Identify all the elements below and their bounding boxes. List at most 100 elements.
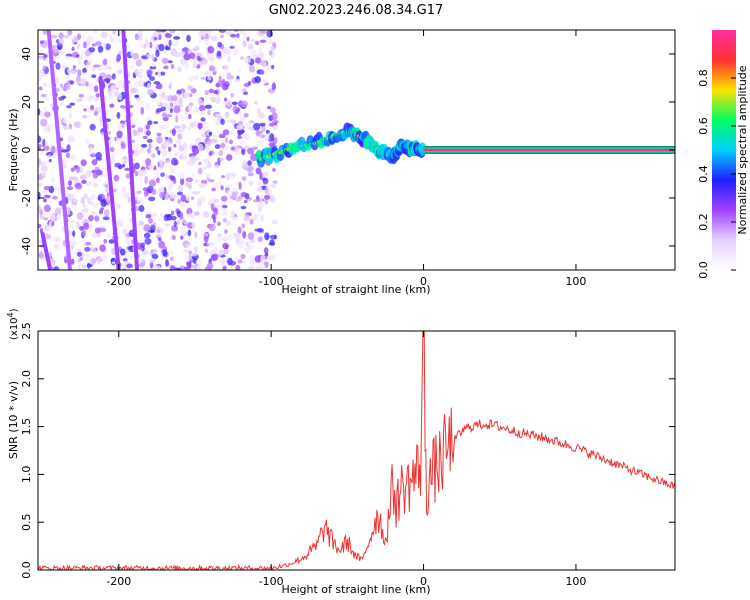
noise-blob bbox=[48, 158, 52, 163]
noise-blob bbox=[45, 94, 49, 98]
noise-blob bbox=[269, 239, 275, 246]
noise-blob bbox=[260, 255, 266, 263]
noise-blob bbox=[250, 38, 256, 43]
noise-blob bbox=[184, 62, 190, 67]
noise-blob bbox=[222, 46, 229, 54]
noise-blob bbox=[247, 43, 254, 50]
noise-blob bbox=[226, 220, 232, 227]
noise-blob bbox=[143, 190, 149, 197]
noise-blob bbox=[130, 65, 135, 71]
snr-y-scale-base: (x10 bbox=[9, 317, 20, 340]
noise-blob bbox=[157, 71, 161, 78]
noise-blob bbox=[190, 252, 198, 257]
colorbar-tick-label: 0.6 bbox=[697, 117, 710, 135]
noise-blob bbox=[126, 263, 134, 269]
noise-blob bbox=[260, 69, 265, 75]
noise-blob bbox=[224, 97, 228, 102]
noise-blob bbox=[226, 48, 231, 55]
noise-blob bbox=[215, 113, 222, 118]
noise-blob bbox=[145, 214, 152, 219]
noise-blob bbox=[161, 112, 167, 118]
noise-blob bbox=[101, 194, 106, 200]
noise-blob bbox=[180, 194, 187, 202]
noise-blob bbox=[94, 215, 100, 222]
noise-blob bbox=[188, 102, 194, 107]
snr-y-scale-close: ) bbox=[9, 308, 20, 312]
noise-blob bbox=[121, 155, 129, 162]
noise-blob bbox=[144, 175, 149, 184]
noise-blob bbox=[225, 184, 232, 189]
noise-blob bbox=[247, 160, 252, 166]
noise-blob bbox=[225, 245, 229, 250]
noise-blob bbox=[95, 157, 103, 161]
noise-blob bbox=[197, 122, 203, 130]
noise-blob bbox=[198, 161, 202, 166]
noise-blob bbox=[185, 195, 190, 202]
noise-blob bbox=[155, 169, 160, 178]
noise-blob bbox=[76, 251, 82, 257]
noise-blob bbox=[72, 69, 77, 75]
noise-blob bbox=[159, 159, 163, 163]
noise-blob bbox=[67, 193, 75, 201]
noise-blob bbox=[219, 176, 223, 182]
noise-blob bbox=[179, 212, 184, 220]
noise-blob bbox=[259, 172, 263, 181]
noise-blob bbox=[209, 150, 215, 155]
noise-blob bbox=[203, 234, 209, 243]
noise-blob bbox=[62, 117, 68, 124]
noise-blob bbox=[119, 248, 126, 256]
noise-blob bbox=[139, 43, 145, 48]
noise-blob bbox=[93, 111, 98, 117]
noise-blob bbox=[164, 33, 172, 39]
noise-blob bbox=[140, 143, 148, 148]
noise-blob bbox=[176, 219, 183, 224]
noise-blob bbox=[44, 111, 51, 118]
noise-blob bbox=[168, 80, 174, 88]
noise-blob bbox=[99, 228, 107, 233]
noise-blob bbox=[194, 179, 199, 184]
noise-blob bbox=[173, 220, 177, 228]
noise-blob bbox=[38, 108, 41, 116]
y-tick-label: 2.0 bbox=[20, 370, 33, 388]
noise-blob bbox=[162, 116, 169, 122]
noise-blob bbox=[202, 121, 209, 129]
noise-blob bbox=[69, 219, 76, 223]
noise-blob bbox=[232, 105, 238, 114]
noise-blob bbox=[230, 33, 237, 38]
noise-blob bbox=[173, 105, 181, 114]
chart-title: GN02.2023.246.08.34.G17 bbox=[269, 3, 444, 18]
noise-blob bbox=[222, 204, 228, 209]
noise-blob bbox=[99, 115, 103, 123]
noise-blob bbox=[214, 96, 221, 105]
noise-blob bbox=[170, 63, 175, 70]
snr-y-scale-exp: 4 bbox=[6, 312, 15, 317]
noise-blob bbox=[165, 259, 169, 267]
noise-blob bbox=[187, 213, 193, 219]
noise-blob bbox=[83, 108, 87, 112]
noise-blob bbox=[94, 30, 98, 34]
noise-blob bbox=[264, 186, 268, 195]
y-tick-label: 0.0 bbox=[20, 561, 33, 579]
noise-blob bbox=[197, 265, 201, 270]
noise-blob bbox=[95, 93, 100, 98]
noise-blob bbox=[87, 36, 93, 43]
snr-panel: -200 -100 0 100 0.0 0.5 1.0 1.5 2.0 2.5 Height o… bbox=[6, 308, 676, 596]
noise-blob bbox=[269, 133, 275, 141]
noise-blob bbox=[119, 104, 127, 109]
noise-blob bbox=[205, 145, 209, 153]
snr-frame bbox=[37, 330, 676, 571]
noise-blob bbox=[161, 91, 166, 98]
noise-blob bbox=[137, 99, 145, 104]
noise-blob bbox=[254, 75, 262, 84]
noise-blob bbox=[237, 259, 243, 264]
noise-blob bbox=[244, 193, 250, 200]
noise-blob bbox=[43, 82, 48, 88]
y-tick-label: -40 bbox=[20, 237, 33, 255]
noise-blob bbox=[89, 244, 94, 248]
noise-blob bbox=[257, 206, 262, 212]
noise-blob bbox=[61, 65, 68, 69]
noise-blob bbox=[240, 140, 245, 145]
noise-blob bbox=[76, 212, 84, 221]
noise-blob bbox=[186, 261, 192, 268]
noise-blob bbox=[90, 210, 96, 217]
